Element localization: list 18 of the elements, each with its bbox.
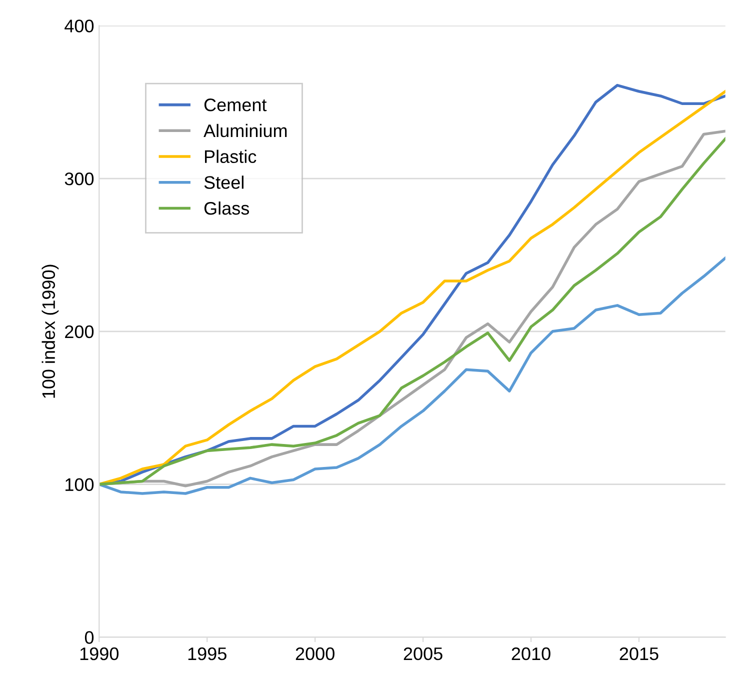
legend-label: Cement bbox=[204, 98, 267, 112]
x-tick-label: 2005 bbox=[404, 647, 442, 660]
legend-label: Aluminium bbox=[204, 124, 287, 138]
x-tick-label: 1995 bbox=[188, 647, 226, 660]
y-axis-title: 100 index (1990) bbox=[42, 264, 59, 398]
legend-label: Steel bbox=[204, 176, 244, 189]
x-tick-label: 2000 bbox=[296, 647, 334, 660]
legend-label: Plastic bbox=[205, 150, 256, 164]
x-tick-label: 2010 bbox=[512, 647, 550, 660]
x-tick-label: 2015 bbox=[620, 647, 658, 660]
y-tick-label: 200 bbox=[65, 325, 94, 338]
y-tick-label: 400 bbox=[64, 20, 94, 32]
y-tick-label: 100 bbox=[66, 478, 94, 492]
x-tick-label: 1990 bbox=[80, 647, 119, 660]
line-series bbox=[99, 256, 726, 495]
legend-label: Glass bbox=[204, 201, 250, 215]
y-tick-label: 0 bbox=[84, 631, 94, 644]
y-tick-label: 300 bbox=[64, 172, 94, 186]
